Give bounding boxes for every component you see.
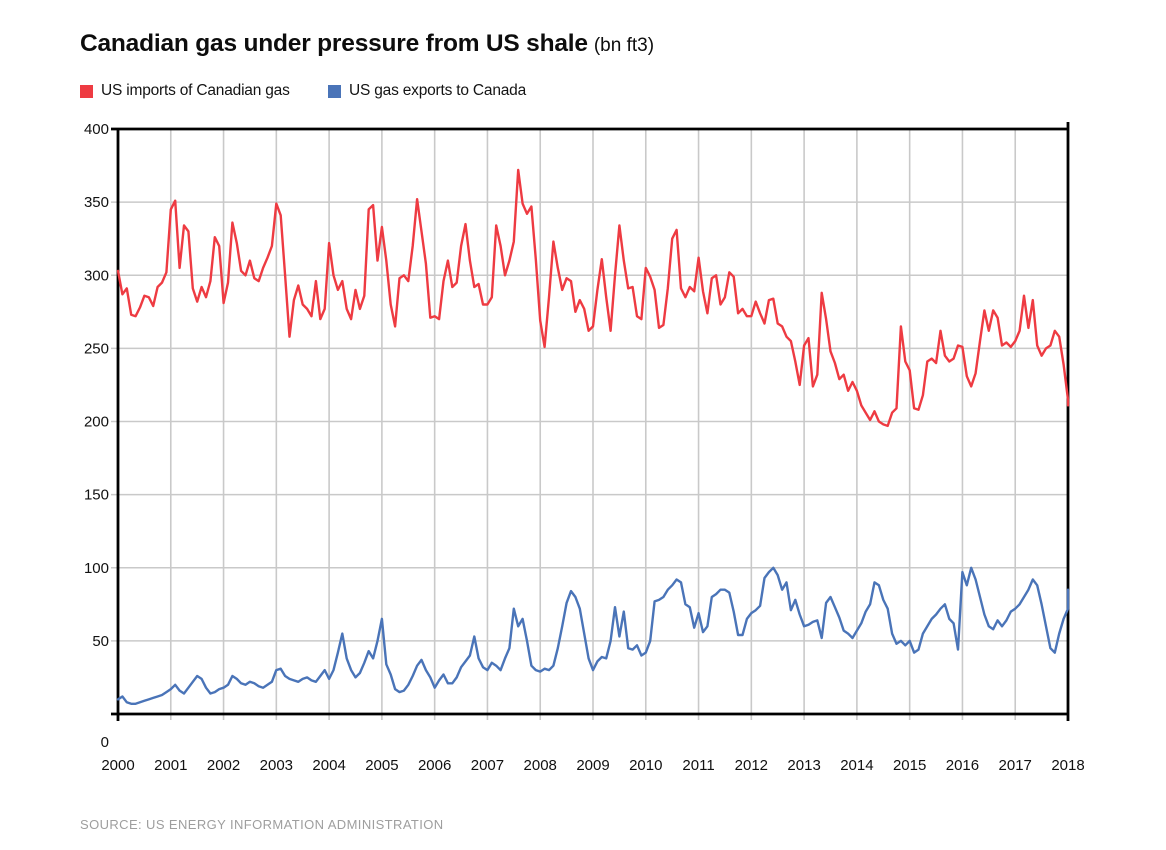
x-tick-label: 2010 [629,757,662,774]
legend-label-exports: US gas exports to Canada [349,82,526,99]
x-tick-label: 2006 [418,757,451,774]
x-tick-label: 2018 [1051,757,1084,774]
legend-swatch-imports [80,84,93,98]
x-tick-label: 2012 [735,757,768,774]
x-tick-label: 2003 [260,757,293,774]
x-tick-label: 2008 [524,757,557,774]
page-title: Canadian gas under pressure from US shal… [80,30,654,58]
x-tick-label: 2016 [946,757,979,774]
x-tick-label: 2001 [154,757,187,774]
y-tick-label: 350 [84,194,109,211]
y-tick-label: 250 [84,340,109,357]
x-tick-label: 2013 [787,757,820,774]
x-tick-label: 2000 [101,757,134,774]
legend-label-imports: US imports of Canadian gas [101,82,290,99]
y-tick-label: 300 [84,267,109,284]
x-tick-label: 2005 [365,757,398,774]
x-tick-label: 2014 [840,757,873,774]
chart-title-unit: (bn ft3) [593,35,655,56]
y-tick-label: 100 [84,560,109,577]
x-tick-label: 2007 [471,757,504,774]
x-tick-label: 2017 [999,757,1032,774]
x-tick-label: 2015 [893,757,926,774]
x-tick-label: 2002 [207,757,240,774]
legend-item-imports: US imports of Canadian gas [80,82,290,99]
x-tick-label: 2004 [312,757,345,774]
legend-item-exports: US gas exports to Canada [328,82,526,99]
y-tick-label: 150 [84,487,109,504]
x-tick-label: 2009 [576,757,609,774]
y-tick-label: 50 [92,633,109,650]
source-note: SOURCE: US ENERGY INFORMATION ADMINISTRA… [80,817,444,832]
imports-line [116,168,1070,428]
x-tick-label: 2011 [682,757,714,774]
chart-title: Canadian gas under pressure from US shal… [80,30,588,57]
y-tick-label: 400 [84,121,109,138]
exports-line [116,566,1070,705]
y-tick-label: 0 [101,734,109,751]
y-tick-label: 200 [84,414,109,431]
legend-swatch-exports [328,84,341,98]
